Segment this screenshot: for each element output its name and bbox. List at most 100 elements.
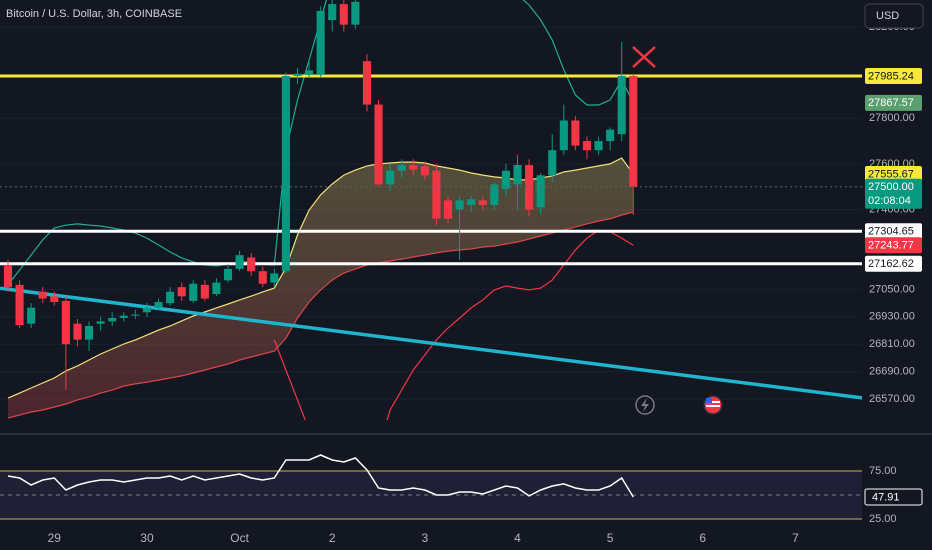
y-tick-label: 27800.00 <box>869 112 915 124</box>
x-tick-label: 7 <box>792 531 799 545</box>
candle-body <box>223 268 233 281</box>
price-axis: 26570.00 26690.00 26810.00 26930.00 27050.00… <box>864 21 923 525</box>
ribbon-fill <box>8 158 634 418</box>
candle-body <box>420 166 429 176</box>
candle-body <box>571 120 580 146</box>
rsi-value-label: 47.91 <box>872 491 900 503</box>
candle-body <box>316 10 325 75</box>
candle-body <box>374 104 383 185</box>
candle-body <box>84 325 94 340</box>
level-label: 27985.24 <box>868 70 914 82</box>
candle-body <box>594 141 603 151</box>
candle-body <box>582 141 592 151</box>
candle-body <box>339 4 348 25</box>
last-price-label: 27500.00 <box>868 181 914 193</box>
candle-body <box>154 301 163 308</box>
candle-body <box>409 165 418 170</box>
candle-body <box>386 170 395 185</box>
candle-body <box>432 170 441 219</box>
rsi-line <box>7 454 634 498</box>
candle-body <box>536 175 545 208</box>
indicator-label: 27243.77 <box>868 240 914 252</box>
x-tick-label: 30 <box>140 531 154 545</box>
candle-body <box>200 284 209 299</box>
candle-body <box>617 76 626 135</box>
candle-body <box>397 165 406 171</box>
y-tick-label: 26690.00 <box>869 366 915 378</box>
x-tick-label: 2 <box>329 531 336 545</box>
candle-body <box>351 1 360 25</box>
indicator-label: 27555.67 <box>868 168 914 180</box>
currency-label[interactable]: USD <box>876 10 899 22</box>
candle-body <box>119 315 128 318</box>
x-tick-label: 3 <box>422 531 429 545</box>
candle-body <box>293 73 302 77</box>
candle-body <box>50 296 59 302</box>
currency-button[interactable]: USD <box>864 3 924 29</box>
candle-body <box>606 129 615 142</box>
candle-body <box>548 150 557 176</box>
last-price-bg <box>865 178 922 209</box>
candle-body <box>15 284 24 326</box>
event-icon[interactable] <box>635 395 655 415</box>
trend-line <box>0 286 862 400</box>
candle-body <box>443 200 453 219</box>
x-tick-label: 29 <box>48 531 62 545</box>
x-tick-label: Oct <box>230 531 249 545</box>
chart-title: Bitcoin / U.S. Dollar, 3h, COINBASE <box>6 8 182 20</box>
countdown-label: 02:08:04 <box>868 195 911 207</box>
candle-body <box>131 314 140 316</box>
candle-body <box>73 323 82 340</box>
candle-body <box>108 317 117 322</box>
level-label-bg <box>865 223 922 240</box>
rsi-tick-label: 25.00 <box>869 513 897 525</box>
rsi-tick-label: 75.00 <box>869 465 897 477</box>
price-pane <box>0 0 862 420</box>
x-tick-label: 5 <box>607 531 614 545</box>
y-tick-label: 26570.00 <box>869 393 915 405</box>
x-tick-label: 6 <box>699 531 706 545</box>
candle-body <box>281 76 290 272</box>
candle-body <box>142 307 152 313</box>
candle-body <box>455 200 464 210</box>
y-tick-label: 26810.00 <box>869 338 915 350</box>
rsi-value-bg <box>864 488 923 506</box>
y-tick-label: 27050.00 <box>869 283 915 295</box>
candle-body <box>166 291 175 304</box>
indicator-label-bg <box>865 166 922 183</box>
indicator-label-bg <box>865 237 922 254</box>
y-tick-label: 26930.00 <box>869 311 915 323</box>
candle-body <box>559 120 568 151</box>
candle-body <box>525 165 534 210</box>
indicator-label-bg <box>865 94 922 111</box>
candle-body <box>38 291 47 299</box>
indicator-label: 27867.57 <box>868 97 914 109</box>
candle-body <box>258 271 267 284</box>
candle-body <box>328 4 337 21</box>
candle-body <box>629 76 638 187</box>
indicator-line <box>7 211 634 419</box>
level-label: 27162.62 <box>868 258 914 270</box>
candle-body <box>3 265 13 288</box>
candle-body <box>467 199 476 205</box>
candle-body <box>189 283 198 301</box>
candle-body <box>96 321 105 324</box>
level-label-bg <box>865 67 922 84</box>
level-label: 27304.65 <box>868 226 914 238</box>
candle-body <box>501 170 510 189</box>
event-icon[interactable] <box>703 395 723 415</box>
candle-body <box>177 287 186 297</box>
candle-body <box>212 282 221 294</box>
candle-body <box>247 257 256 272</box>
candle-body <box>270 273 279 283</box>
x-tick-label: 4 <box>514 531 521 545</box>
candle-body <box>235 255 244 269</box>
candle-body <box>362 61 372 105</box>
candle-body <box>513 165 522 185</box>
candle-body <box>27 307 36 324</box>
indicator-line <box>273 229 634 420</box>
level-label-bg <box>865 255 922 272</box>
marker-x <box>632 46 656 68</box>
